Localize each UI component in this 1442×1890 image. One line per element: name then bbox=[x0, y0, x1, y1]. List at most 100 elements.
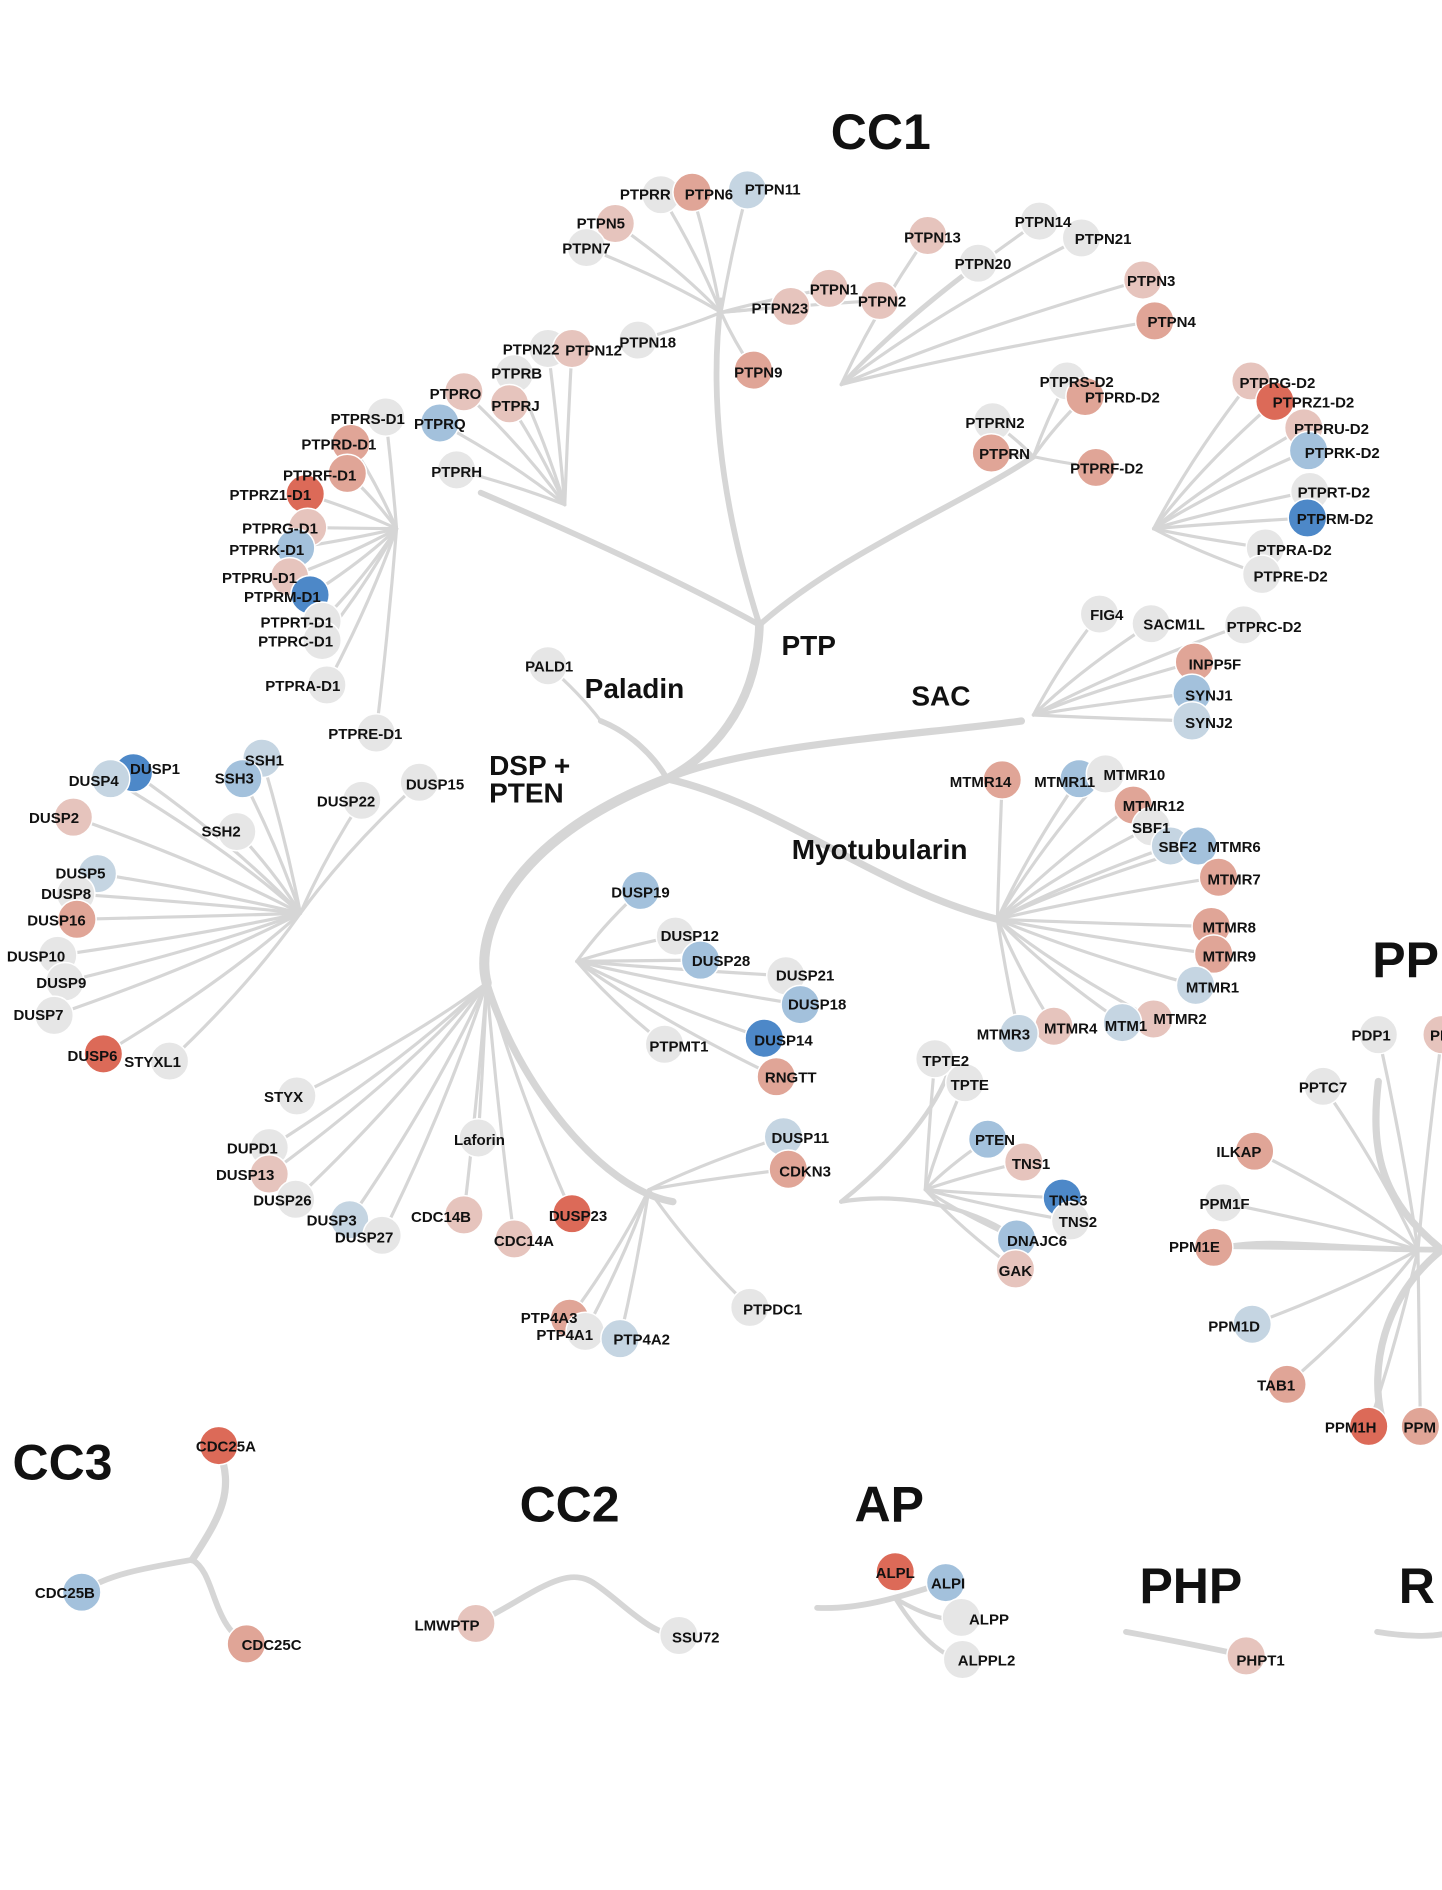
node-circle-ppm1e bbox=[1193, 1227, 1234, 1268]
node-circle-ptprs-d1 bbox=[365, 397, 406, 437]
node-circle-ptprh bbox=[436, 449, 477, 490]
node-label-cdc25a: CDC25A bbox=[196, 1439, 256, 1456]
node-label-mtmr7: MTMR7 bbox=[1207, 871, 1260, 888]
branch-ptpra-d1 bbox=[325, 527, 399, 687]
branch-dusp5 bbox=[95, 872, 303, 915]
node-label-dusp19: DUSP19 bbox=[611, 885, 669, 902]
node-circle-ptprn bbox=[971, 433, 1012, 474]
node-circle-ptpn18 bbox=[618, 320, 659, 361]
node-label-cdc14a: CDC14A bbox=[494, 1233, 554, 1250]
node-circle-mtmr6 bbox=[1178, 825, 1219, 866]
node-circle-alpi bbox=[925, 1562, 966, 1603]
branch-dusp11 bbox=[647, 1135, 786, 1192]
node-circle-ssu72 bbox=[658, 1615, 699, 1656]
node-circle-ilkap bbox=[1234, 1131, 1275, 1172]
node-circle-ptpn7 bbox=[566, 227, 607, 268]
branch-ptprm-d2 bbox=[1152, 516, 1310, 531]
node-circle-ptprk-d2 bbox=[1288, 430, 1329, 471]
branch-ppm1f bbox=[1221, 1201, 1420, 1252]
node-circle-dusp19 bbox=[620, 870, 661, 911]
family-label-ppm: PP bbox=[1372, 932, 1439, 988]
node-circle-ptprz1-d2 bbox=[1254, 381, 1295, 422]
node-label-ptpro: PTPRO bbox=[430, 386, 482, 403]
node-circle-ptpn5 bbox=[595, 203, 636, 244]
branch-mtmr14 bbox=[995, 778, 1004, 921]
node-label-rngtt: RNGTT bbox=[765, 1070, 817, 1087]
node-circle-ptpn12 bbox=[552, 328, 592, 369]
node-label-cdc14b: CDC14B bbox=[411, 1209, 471, 1226]
family-label-cc2: CC2 bbox=[520, 1476, 620, 1532]
node-label-ppm: PPM bbox=[1404, 1419, 1437, 1436]
node-label-mtmr4: MTMR4 bbox=[1044, 1020, 1098, 1037]
node-label-ssh2: SSH2 bbox=[202, 823, 241, 840]
node-label-ptpn7: PTPN7 bbox=[562, 241, 610, 258]
node-circle-rngtt bbox=[756, 1056, 797, 1097]
node-label-ppm1f: PPM1F bbox=[1199, 1196, 1249, 1213]
branch-inpp5f bbox=[1031, 660, 1197, 717]
node-label-ssh3: SSH3 bbox=[215, 770, 254, 787]
branch-dusp27 bbox=[380, 981, 489, 1237]
branch-tab1 bbox=[1285, 1248, 1420, 1386]
node-label-alppl2: ALPPL2 bbox=[958, 1653, 1016, 1670]
node-label-cdc25b: CDC25B bbox=[35, 1585, 95, 1602]
branch-dusp18 bbox=[575, 959, 802, 1007]
node-circle-ptpn11 bbox=[727, 169, 768, 210]
node-circle-ptpdc1 bbox=[729, 1287, 770, 1328]
branch-ptprt-d2 bbox=[1152, 489, 1312, 531]
node-circle-tns2 bbox=[1050, 1200, 1091, 1241]
node-label-ptp4a3: PTP4A3 bbox=[521, 1310, 578, 1327]
node-circle-styxl1 bbox=[149, 1041, 190, 1082]
node-label-ptprz1-d1: PTPRZ1-D1 bbox=[230, 487, 312, 504]
node-circle-dusp26 bbox=[275, 1179, 316, 1220]
group-label-myotubularin: Myotubularin bbox=[792, 834, 968, 865]
group-label-dsp2: PTEN bbox=[489, 778, 564, 809]
ppm-lower-trunk bbox=[1374, 1246, 1442, 1422]
node-label-ptpn4: PTPN4 bbox=[1147, 314, 1196, 331]
node-circle-cdkn3 bbox=[768, 1149, 809, 1190]
node-label-ptpn9: PTPN9 bbox=[734, 364, 782, 381]
node-circle-ptpn13 bbox=[907, 215, 948, 256]
node-label-ptprr: PTPRR bbox=[620, 186, 671, 203]
paladin-trunk bbox=[597, 718, 670, 782]
branch-ilkap bbox=[1252, 1149, 1420, 1252]
branch-synj2 bbox=[1031, 713, 1194, 723]
node-circle-gak bbox=[995, 1248, 1036, 1289]
node-label-dusp13: DUSP13 bbox=[216, 1167, 274, 1184]
node-circle-ptprm-d2 bbox=[1287, 497, 1328, 538]
branch-ptprc-d2 bbox=[1031, 623, 1246, 717]
node-label-mtmr11: MTMR11 bbox=[1034, 774, 1095, 791]
branch-ssh1 bbox=[260, 756, 303, 915]
node-circle-dusp6 bbox=[83, 1033, 124, 1074]
node-circle-ptpre-d2 bbox=[1241, 554, 1282, 595]
node-circle-alppl2 bbox=[942, 1639, 983, 1680]
node-circle-dusp12 bbox=[655, 916, 696, 957]
node-label-ptprt-d2: PTPRT-D2 bbox=[1298, 484, 1371, 501]
branch-ptp4a2 bbox=[618, 1188, 651, 1341]
node-label-ptprf-d1: PTPRF-D1 bbox=[283, 468, 356, 485]
branch-dupd1 bbox=[267, 981, 489, 1150]
node-label-dusp4: DUSP4 bbox=[69, 773, 120, 790]
node-label-ptprj: PTPRJ bbox=[491, 398, 539, 415]
node-circle-ptprc-d2 bbox=[1223, 604, 1264, 645]
branch-ptpn12 bbox=[563, 346, 574, 507]
node-label-ptprc-d1: PTPRC-D1 bbox=[258, 633, 333, 650]
node-label-ptpn21: PTPN21 bbox=[1075, 231, 1132, 248]
node-label-pdp1: PDP1 bbox=[1352, 1028, 1391, 1045]
family-label-ap: AP bbox=[854, 1476, 923, 1532]
node-circle-cdc25b bbox=[61, 1572, 102, 1613]
node-circle-mtmr3 bbox=[999, 1013, 1039, 1054]
node-label-ptpn2: PTPN2 bbox=[858, 293, 906, 310]
node-label-dusp26: DUSP26 bbox=[253, 1192, 311, 1209]
dsp-lower-trunk bbox=[483, 979, 677, 1206]
node-label-mtmr9: MTMR9 bbox=[1203, 948, 1256, 965]
node-circle-dusp23 bbox=[552, 1193, 592, 1234]
node-label-ptprt-d1: PTPRT-D1 bbox=[261, 614, 334, 631]
node-label-ssh1: SSH1 bbox=[245, 752, 284, 769]
branch-dusp23 bbox=[485, 981, 574, 1216]
group-label-dsp1: DSP + bbox=[489, 750, 570, 781]
node-label-dupd1: DUPD1 bbox=[227, 1141, 278, 1158]
node-label-ptpra-d1: PTPRA-D1 bbox=[265, 678, 340, 695]
node-circle-ptpro bbox=[443, 371, 484, 412]
node-label-ptpn6: PTPN6 bbox=[685, 186, 733, 203]
node-label-ptprk-d2: PTPRK-D2 bbox=[1305, 445, 1380, 462]
